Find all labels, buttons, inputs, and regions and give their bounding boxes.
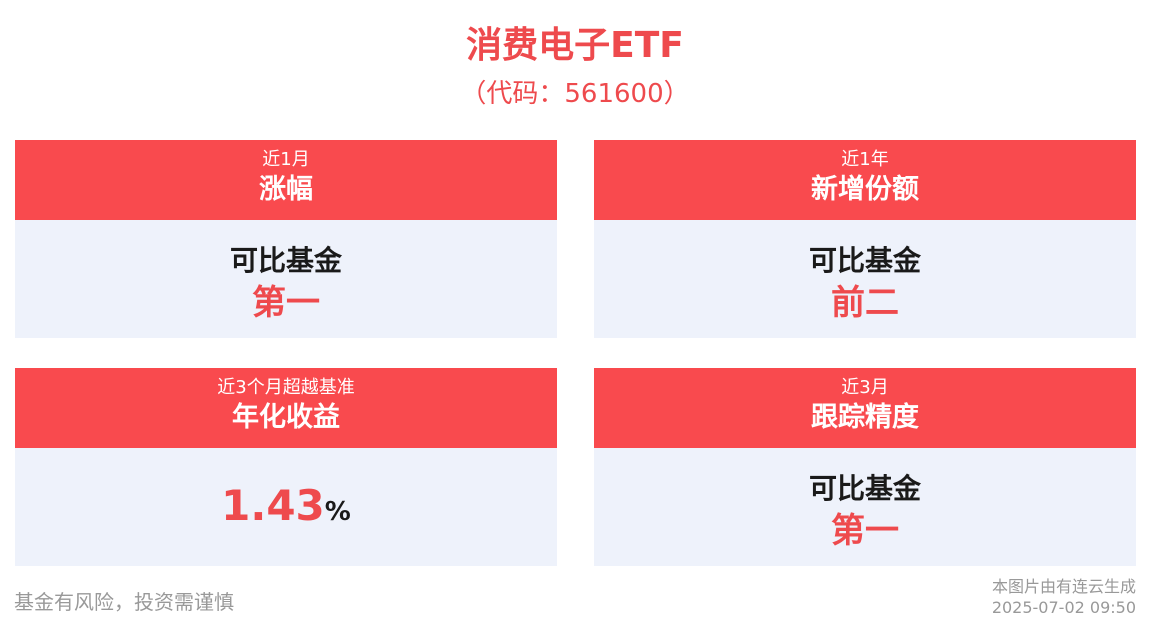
card-metric: 年化收益: [232, 402, 340, 433]
card-rank: 前二: [831, 283, 899, 323]
timestamp: 2025-07-02 09:50: [991, 598, 1136, 617]
fund-title: 消费电子ETF: [466, 25, 684, 66]
card-body: 可比基金 前二: [594, 220, 1136, 338]
card-value: 1.43: [221, 481, 325, 530]
card-unit: %: [324, 497, 351, 527]
card-metric: 涨幅: [259, 174, 313, 205]
card-period: 近3个月超越基准: [217, 377, 355, 398]
generation-note: 本图片由有连云生成 2025-07-02 09:50: [992, 576, 1136, 618]
card-header: 近1月 涨幅: [15, 140, 557, 220]
card-header: 近3个月超越基准 年化收益: [15, 368, 557, 448]
card-3m-excess-return: 近3个月超越基准 年化收益 1.43%: [15, 368, 557, 566]
fund-code: （代码：561600）: [460, 79, 690, 109]
source-label: 本图片由有连云生成: [991, 577, 1136, 596]
card-period: 近3月: [841, 377, 889, 398]
card-1y-new-shares: 近1年 新增份额 可比基金 前二: [594, 140, 1136, 338]
card-1m-gain: 近1月 涨幅 可比基金 第一: [15, 140, 557, 338]
card-header: 近1年 新增份额: [594, 140, 1136, 220]
card-comparison-label: 可比基金: [229, 244, 342, 277]
card-period: 近1年: [841, 149, 889, 170]
card-rank: 第一: [831, 511, 899, 551]
card-comparison-label: 可比基金: [808, 244, 921, 277]
card-body: 1.43%: [15, 448, 557, 566]
card-period: 近1月: [262, 149, 310, 170]
card-3m-tracking: 近3月 跟踪精度 可比基金 第一: [594, 368, 1136, 566]
risk-disclaimer: 基金有风险，投资需谨慎: [14, 590, 234, 614]
card-header: 近3月 跟踪精度: [594, 368, 1136, 448]
card-rank: 第一: [252, 283, 320, 323]
card-metric: 新增份额: [811, 174, 919, 205]
card-comparison-label: 可比基金: [808, 472, 921, 505]
card-metric: 跟踪精度: [811, 402, 919, 433]
card-body: 可比基金 第一: [15, 220, 557, 338]
card-body: 可比基金 第一: [594, 448, 1136, 566]
